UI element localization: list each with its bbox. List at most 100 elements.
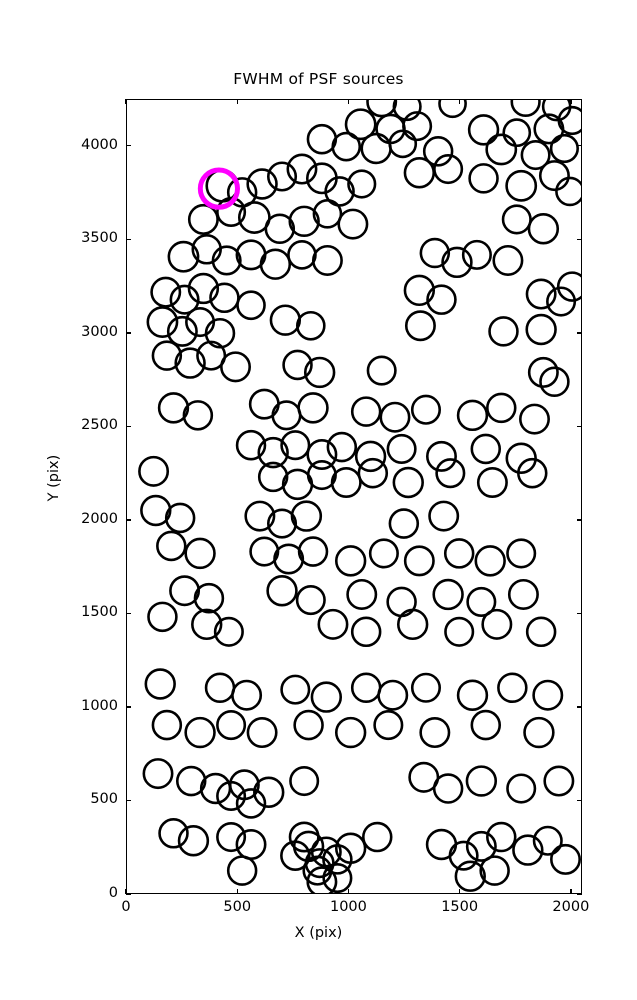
psf-source-circle: [556, 271, 581, 302]
psf-source-circle: [519, 403, 550, 435]
psf-source-circle: [264, 213, 296, 245]
psf-source-circle: [507, 578, 539, 610]
psf-source-circle: [454, 860, 486, 892]
psf-source-circle: [465, 830, 497, 862]
psf-source-circle: [187, 272, 220, 305]
psf-source-circle: [142, 758, 174, 790]
y-axis-tick: [577, 425, 582, 428]
psf-source-circle: [191, 608, 223, 641]
psf-source-circle: [468, 163, 499, 194]
psf-source-circle: [377, 679, 409, 711]
psf-source-circle: [368, 538, 399, 569]
psf-source-circle: [492, 244, 524, 276]
psf-source-circle: [297, 392, 329, 424]
psf-source-circle: [226, 177, 258, 208]
psf-source-circle: [392, 100, 422, 122]
psf-source-circle: [248, 388, 280, 420]
psf-source-circle: [311, 244, 343, 276]
psf-source-circle: [193, 582, 225, 614]
x-axis-tick: [459, 99, 461, 104]
psf-source-circle: [317, 608, 349, 640]
psf-source-circle: [259, 248, 292, 280]
psf-source-circle: [388, 129, 418, 159]
y-axis-tick: [126, 612, 131, 615]
psf-source-circle: [204, 672, 236, 704]
psf-source-circle: [448, 840, 479, 871]
psf-source-circle: [151, 709, 183, 741]
psf-source-circle: [253, 776, 285, 808]
psf-source-circle: [235, 788, 267, 819]
psf-source-circle: [543, 765, 575, 797]
psf-source-circle: [419, 237, 451, 269]
psf-source-circle: [392, 466, 424, 499]
psf-source-circle: [344, 108, 377, 141]
psf-source-circle: [282, 349, 313, 381]
y-tick-label: 3000: [81, 323, 118, 340]
highlighted-source-circle: [197, 167, 240, 210]
psf-source-circle: [502, 118, 532, 148]
psf-source-circle: [538, 160, 570, 192]
psf-source-circle: [506, 773, 537, 804]
psf-source-circle: [297, 536, 329, 567]
x-tick-label: 2000: [552, 899, 590, 915]
psf-source-circle: [184, 537, 216, 570]
psf-source-circle: [386, 433, 417, 464]
plot-axes-frame: [126, 99, 582, 894]
psf-source-circle: [360, 132, 392, 165]
psf-source-circle: [435, 458, 466, 489]
x-axis-label: X (pix): [294, 925, 343, 941]
psf-source-circle: [147, 601, 178, 633]
psf-source-circle: [334, 545, 367, 577]
psf-source-circle: [257, 461, 289, 493]
psf-source-circle: [527, 356, 559, 388]
psf-source-circle: [312, 198, 343, 229]
psf-source-circle: [288, 821, 320, 853]
y-tick-label: 2500: [81, 417, 118, 434]
x-axis-tick: [236, 99, 238, 104]
psf-source-circle: [184, 716, 216, 749]
psf-source-circle: [525, 616, 557, 648]
x-tick-label: 0: [121, 899, 131, 915]
psf-source-circle: [350, 396, 382, 427]
psf-source-circle: [140, 494, 172, 527]
x-tick-label: 500: [223, 899, 252, 915]
y-axis-tick: [577, 799, 582, 802]
y-axis-tick: [126, 799, 131, 802]
psf-source-circle: [432, 773, 464, 804]
psf-source-circle: [486, 821, 517, 853]
psf-source-circle: [267, 508, 298, 539]
y-axis-tick: [126, 893, 131, 895]
psf-source-circle: [444, 616, 475, 647]
y-axis-tick: [577, 893, 582, 895]
psf-source-circle: [550, 843, 581, 875]
x-tick-label: 1500: [441, 899, 479, 915]
psf-source-circle: [169, 284, 200, 315]
psf-source-circle: [474, 545, 506, 577]
psf-source-circle: [410, 672, 441, 703]
psf-source-circle: [539, 366, 570, 398]
psf-source-circle: [357, 457, 389, 489]
psf-source-circle: [216, 196, 247, 228]
y-axis-tick: [577, 519, 582, 521]
psf-source-circle: [512, 834, 544, 866]
psf-source-circle: [289, 765, 320, 797]
psf-source-circle: [246, 168, 278, 200]
psf-source-circle: [555, 176, 581, 207]
psf-source-circle: [466, 586, 497, 617]
psf-source-circle: [386, 586, 417, 618]
psf-source-circle: [470, 433, 502, 465]
psf-source-circle: [244, 500, 276, 532]
psf-source-circle: [220, 351, 251, 383]
psf-source-circle: [465, 765, 498, 797]
psf-source-circle: [267, 161, 298, 192]
psf-source-circle: [167, 240, 200, 273]
y-axis-tick: [577, 238, 582, 240]
x-axis-tick: [236, 889, 238, 894]
y-axis-tick: [577, 706, 582, 708]
psf-source-circle: [470, 709, 502, 741]
psf-source-circle: [404, 310, 436, 342]
psf-source-circle: [306, 439, 338, 471]
psf-source-circle: [182, 400, 214, 431]
psf-source-circle: [235, 429, 267, 461]
psf-source-circle: [425, 828, 458, 861]
